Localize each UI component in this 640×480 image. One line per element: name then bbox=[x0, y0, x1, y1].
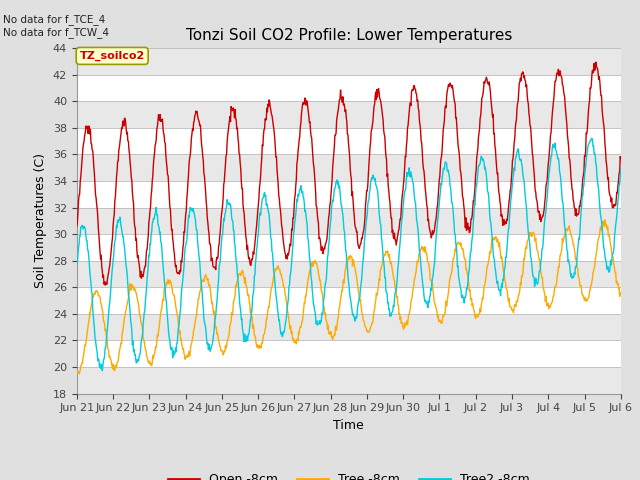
Text: No data for f_TCE_4
No data for f_TCW_4: No data for f_TCE_4 No data for f_TCW_4 bbox=[3, 14, 109, 38]
X-axis label: Time: Time bbox=[333, 419, 364, 432]
Bar bbox=[77, 101, 621, 128]
Text: TZ_soilco2: TZ_soilco2 bbox=[79, 51, 145, 61]
Bar bbox=[77, 367, 621, 394]
Bar bbox=[77, 155, 621, 181]
Bar bbox=[77, 207, 621, 234]
Bar bbox=[77, 314, 621, 340]
Y-axis label: Soil Temperatures (C): Soil Temperatures (C) bbox=[35, 153, 47, 288]
Bar bbox=[77, 48, 621, 74]
Bar bbox=[77, 261, 621, 287]
Legend: Open -8cm, Tree -8cm, Tree2 -8cm: Open -8cm, Tree -8cm, Tree2 -8cm bbox=[163, 468, 535, 480]
Title: Tonzi Soil CO2 Profile: Lower Temperatures: Tonzi Soil CO2 Profile: Lower Temperatur… bbox=[186, 28, 512, 43]
